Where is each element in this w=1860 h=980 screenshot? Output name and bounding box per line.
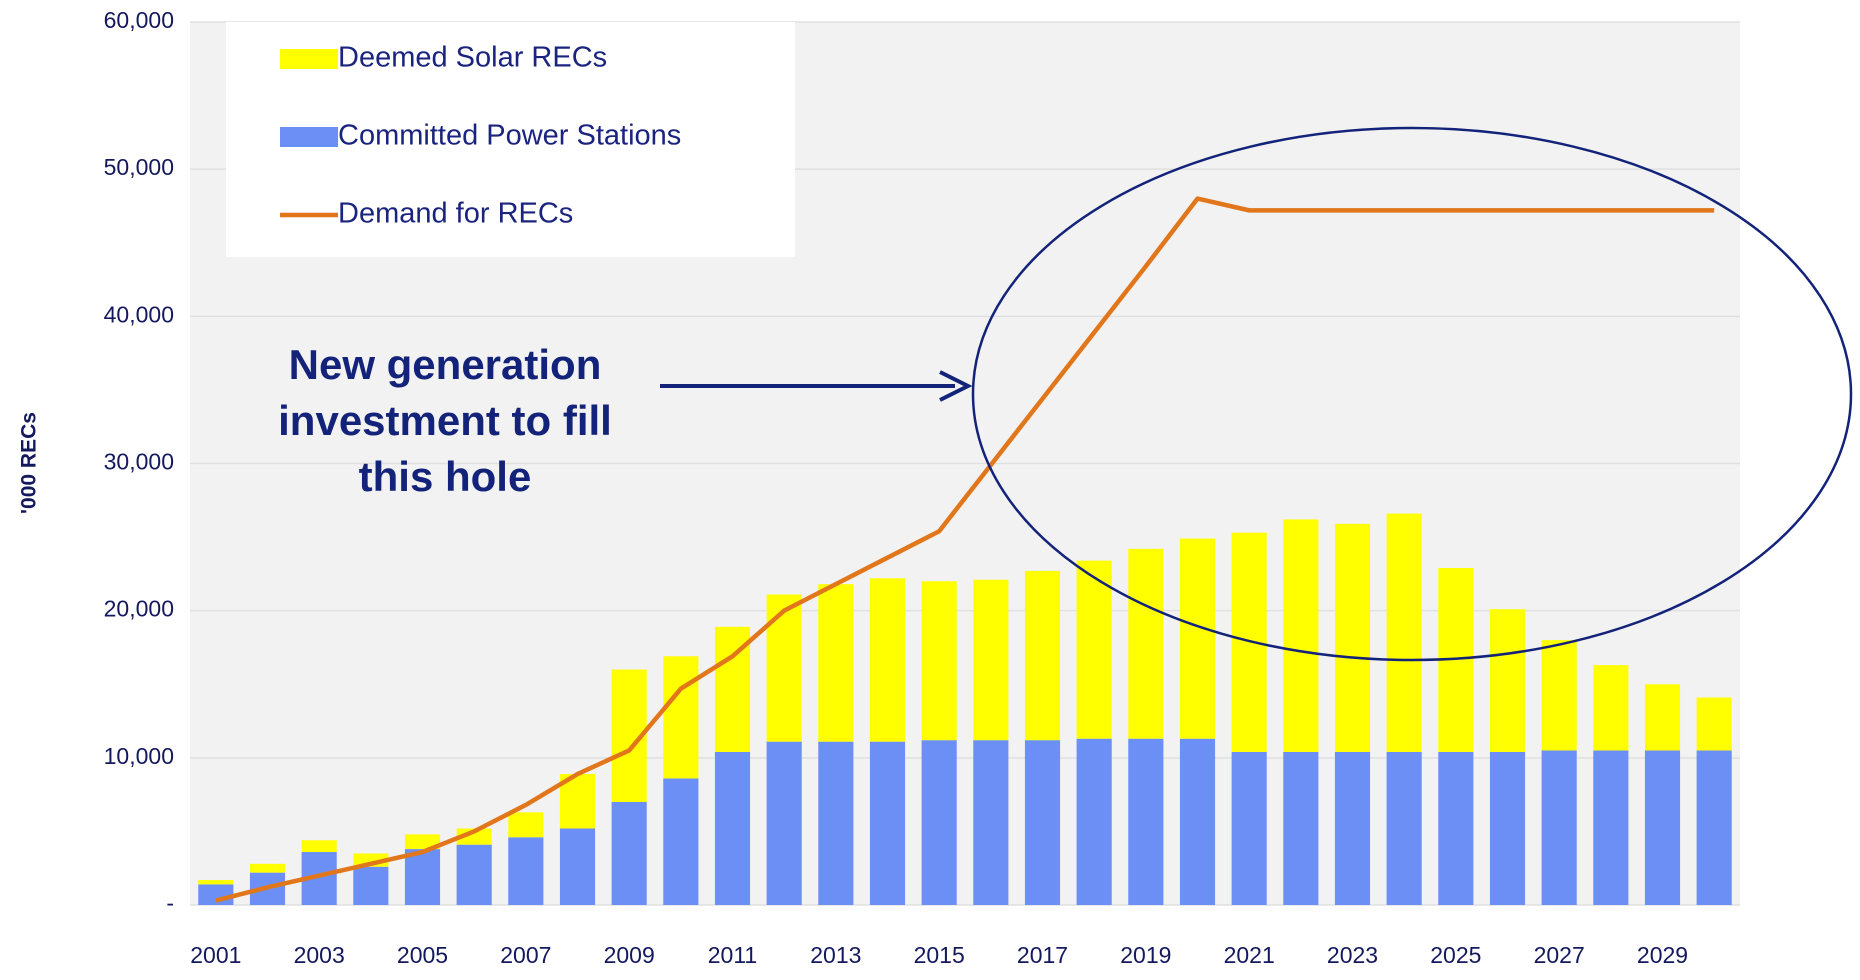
bar-segment [404, 849, 441, 905]
annotation-line: New generation [289, 341, 602, 388]
bar-segment [1128, 548, 1164, 739]
bar-segment [1386, 751, 1422, 905]
bar-segment [1024, 740, 1061, 905]
x-tick-label: 2015 [914, 942, 965, 968]
bar-segment [766, 741, 802, 905]
bar-segment [353, 866, 389, 905]
bar-segment [301, 840, 337, 853]
bar-segment [973, 579, 1009, 741]
x-tick-label: 2025 [1430, 942, 1481, 968]
bar-segment [766, 594, 802, 742]
bar-segment [1541, 640, 1577, 751]
bar-segment [1334, 523, 1371, 752]
bar-segment [1076, 560, 1112, 739]
y-axis-label: '000 RECs [18, 412, 41, 514]
x-tick-label: 2009 [604, 942, 655, 968]
bar-segment [1644, 750, 1681, 905]
bars [198, 513, 1732, 905]
bar-segment [1283, 751, 1319, 905]
y-tick-label: 40,000 [104, 301, 174, 327]
annotation: New generation investment to fill this hol… [278, 341, 612, 500]
x-tick-label: 2019 [1120, 942, 1171, 968]
bar-segment [1076, 738, 1112, 905]
bar-segment [1644, 684, 1681, 751]
bar-segment [869, 578, 906, 742]
bar-segment [1593, 665, 1629, 751]
bar-segment [1489, 609, 1526, 752]
y-tick-label: 30,000 [104, 449, 174, 475]
legend-label: Demand for RECs [338, 198, 573, 230]
bar-segment [456, 844, 492, 905]
bar-segment [1489, 751, 1526, 905]
y-tick-label: - [166, 890, 174, 916]
legend-label: Deemed Solar RECs [338, 42, 607, 74]
bar-segment [1179, 738, 1216, 905]
bar-segment [1438, 751, 1474, 905]
bar-segment [198, 884, 234, 905]
legend-swatch [280, 49, 338, 69]
x-tick-label: 2001 [190, 942, 241, 968]
bar-segment [559, 828, 596, 905]
lines [215, 196, 1715, 903]
bar-segment [198, 879, 234, 885]
bar-segment [508, 837, 544, 905]
bar-segment [663, 656, 699, 779]
bar-segment [249, 863, 286, 873]
bar-segment [1334, 751, 1371, 905]
bar-segment [1179, 538, 1216, 739]
y-tick-label: 60,000 [104, 7, 174, 33]
bar-segment [818, 584, 854, 742]
bar-segment [818, 741, 854, 905]
bar-segment [1231, 751, 1267, 905]
bar-segment [714, 751, 751, 905]
bar-segment [1541, 750, 1577, 905]
x-tick-label: 2003 [294, 942, 345, 968]
x-tick-label: 2011 [708, 942, 757, 968]
arrow-head [939, 370, 973, 402]
bar-segment [1696, 750, 1732, 905]
x-tick-label: 2017 [1017, 942, 1068, 968]
y-tick-label: 10,000 [104, 743, 174, 769]
x-tick-label: 2005 [397, 942, 448, 968]
x-tick-label: 2007 [500, 942, 551, 968]
bar-segment [508, 812, 544, 838]
annotation-line: this hole [359, 453, 532, 500]
bar-segment [1128, 738, 1164, 905]
bar-segment [1283, 519, 1319, 752]
bar-segment [1696, 697, 1732, 751]
bar-segment [869, 741, 906, 905]
annotation-line: investment to fill [278, 397, 612, 444]
x-tick-label: 2027 [1534, 942, 1585, 968]
bar-segment [404, 834, 441, 850]
bar-segment [1593, 750, 1629, 905]
bar-segment [663, 778, 699, 905]
bar-segment [1386, 513, 1422, 752]
bar-segment [611, 801, 647, 905]
x-tick-label: 2029 [1637, 942, 1688, 968]
legend-swatch [280, 127, 338, 147]
bar-segment [1024, 570, 1061, 741]
y-tick-label: 50,000 [104, 154, 174, 180]
bar-segment [921, 740, 957, 905]
y-tick-label: 20,000 [104, 596, 174, 622]
x-tick-label: 2021 [1224, 942, 1275, 968]
legend: Deemed Solar RECs Committed Power Station… [280, 42, 681, 230]
bar-segment [973, 740, 1009, 905]
x-tick-label: 2023 [1327, 942, 1378, 968]
bar-segment [921, 581, 957, 741]
demand-line [215, 196, 1715, 903]
legend-label: Committed Power Stations [338, 120, 681, 152]
highlight-ellipse [971, 126, 1853, 662]
x-tick-label: 2013 [810, 942, 861, 968]
